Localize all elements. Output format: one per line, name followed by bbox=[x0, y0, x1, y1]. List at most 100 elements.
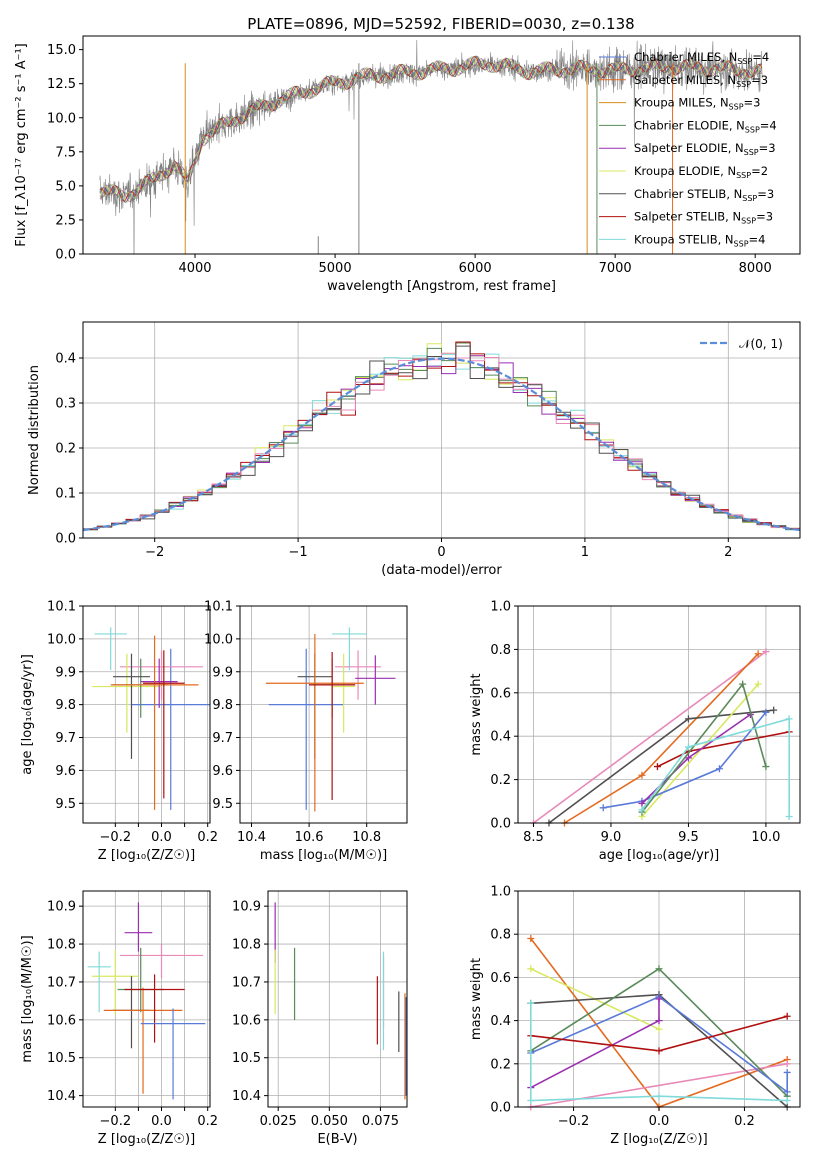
legend-subscript: SSP bbox=[741, 217, 756, 226]
series-marker bbox=[599, 804, 607, 812]
x-tick-label: 10.4 bbox=[237, 830, 266, 845]
series-line-8 bbox=[641, 717, 790, 817]
y-tick-label: 10.5 bbox=[232, 1051, 261, 1066]
y-tick-label: 9.6 bbox=[55, 764, 76, 779]
y-tick-label: 10.6 bbox=[232, 1013, 261, 1028]
x-tick-label: 0.2 bbox=[734, 1114, 755, 1129]
series-line-5 bbox=[530, 995, 788, 1094]
legend-suffix: =3 bbox=[759, 141, 776, 155]
y-tick-label: 10.8 bbox=[232, 938, 261, 953]
series-line-5 bbox=[603, 711, 767, 809]
series-line-8 bbox=[530, 1003, 788, 1102]
legend-subscript: SSP bbox=[734, 239, 749, 248]
x-tick-label: 7000 bbox=[599, 261, 632, 276]
figure-title: PLATE=0896, MJD=52592, FIBERID=0030, z=0… bbox=[247, 15, 634, 33]
y-tick-label: 10.0 bbox=[47, 111, 76, 126]
x-axis-label: mass [log₁₀(M/M☉)] bbox=[260, 848, 387, 863]
series-marker bbox=[655, 1047, 663, 1055]
legend-subscript: SSP bbox=[736, 171, 751, 180]
series-marker bbox=[638, 806, 646, 814]
y-tick-label: 12.5 bbox=[47, 77, 76, 92]
x-axis-label: (data-model)/error bbox=[381, 563, 502, 578]
x-axis-label: E(B-V) bbox=[317, 1132, 357, 1147]
errorbars bbox=[265, 627, 396, 812]
x-tick-label: −0.2 bbox=[100, 1114, 132, 1129]
x-tick-label: 0.2 bbox=[197, 1114, 218, 1129]
x-tick-label: 0.0 bbox=[151, 1114, 172, 1129]
x-tick-label: 0.075 bbox=[362, 1114, 399, 1129]
errorbars bbox=[92, 627, 210, 810]
axes-frame bbox=[267, 890, 408, 1108]
x-tick-label: −0.2 bbox=[100, 830, 132, 845]
y-tick-label: 0.1 bbox=[55, 487, 76, 502]
y-tick-label: 10.0 bbox=[47, 632, 76, 647]
legend-label: Kroupa MILES, NSSP=3 bbox=[634, 96, 760, 112]
errorbars bbox=[274, 902, 407, 1100]
legend-subscript: SSP bbox=[742, 194, 757, 203]
series-marker bbox=[684, 715, 692, 723]
y-tick-label: 0.4 bbox=[55, 352, 76, 367]
series-marker bbox=[754, 650, 762, 658]
y-tick-label: 9.6 bbox=[212, 764, 233, 779]
massweight-vs-Z-panel: −0.2 0.0 0.2 0.0 0.2 0.4 0.6 0.8 1.0 Z [log₁₀(Z/Z… bbox=[469, 885, 801, 1147]
axes-frame bbox=[82, 35, 801, 255]
x-tick-label: 6000 bbox=[459, 261, 492, 276]
series-marker bbox=[715, 765, 723, 773]
y-tick-label: 0.8 bbox=[490, 928, 511, 943]
y-tick-label: 9.5 bbox=[212, 797, 233, 812]
y-tick-label: 9.7 bbox=[55, 731, 76, 746]
series-marker bbox=[653, 763, 661, 771]
series-marker bbox=[638, 771, 646, 779]
y-tick-label: 10.1 bbox=[204, 600, 233, 615]
series-marker bbox=[770, 706, 778, 714]
y-tick-label: 1.0 bbox=[490, 885, 511, 900]
massweight-vs-age-panel: 8.5 9.0 9.5 10.0 0.0 0.2 0.4 0.6 0.8 1.0 age [log₁… bbox=[469, 600, 801, 863]
y-tick-label: 0.0 bbox=[490, 817, 511, 832]
axes-frame bbox=[517, 605, 801, 824]
legend-suffix: =4 bbox=[752, 50, 769, 64]
y-tick-label: 10.9 bbox=[47, 900, 76, 915]
spectrum-model-7 bbox=[99, 55, 763, 202]
x-tick-label: 0.050 bbox=[311, 1114, 348, 1129]
axes-frame bbox=[82, 890, 211, 1108]
series-marker bbox=[783, 1097, 791, 1105]
histogram-series bbox=[83, 341, 800, 533]
y-axis-label: Flux [f_λ10⁻¹⁷ erg cm⁻² s⁻¹ A⁻¹] bbox=[14, 43, 29, 247]
series-marker bbox=[762, 763, 770, 771]
y-tick-label: 0.0 bbox=[490, 1101, 511, 1116]
x-tick-label: 10.6 bbox=[295, 830, 324, 845]
x-tick-label: 5000 bbox=[319, 261, 352, 276]
legend-label: Kroupa ELODIE, NSSP=2 bbox=[634, 164, 768, 180]
x-tick-label: 0.025 bbox=[260, 1114, 297, 1129]
legend-label: Chabrier STELIB, NSSP=3 bbox=[634, 187, 774, 203]
y-tick-label: 0.2 bbox=[490, 773, 511, 788]
legend-suffix: =3 bbox=[744, 96, 761, 110]
y-tick-label: 0.4 bbox=[490, 730, 511, 745]
x-tick-label: −1 bbox=[289, 545, 308, 560]
y-tick-label: 2.5 bbox=[55, 213, 76, 228]
x-axis-label: age [log₁₀(age/yr)] bbox=[599, 848, 720, 863]
x-tick-label: −0.2 bbox=[558, 1114, 590, 1129]
y-tick-label: 10.8 bbox=[47, 938, 76, 953]
y-tick-label: 15.0 bbox=[47, 43, 76, 58]
y-tick-label: 10.4 bbox=[232, 1089, 261, 1104]
series-marker bbox=[655, 1092, 663, 1100]
series-marker bbox=[527, 965, 535, 973]
x-tick-label: 9.0 bbox=[601, 830, 622, 845]
y-axis-label: age [log₁₀(age/yr)] bbox=[20, 654, 35, 775]
legend-suffix: =3 bbox=[751, 73, 768, 87]
mass-vs-Z-panel: −0.2 0.0 0.2 10.4 10.5 10.6 10.7 10.8 10.9 Z [log… bbox=[20, 890, 218, 1147]
legend-label: Salpeter ELODIE, NSSP=3 bbox=[634, 141, 776, 157]
series-marker bbox=[684, 743, 692, 751]
y-axis-label: Normed distribution bbox=[27, 365, 42, 495]
series-marker bbox=[785, 812, 793, 820]
y-tick-label: 0.3 bbox=[55, 397, 76, 412]
x-axis-label: wavelength [Angstrom, rest frame] bbox=[327, 279, 556, 294]
series-marker bbox=[527, 1097, 535, 1105]
y-axis-label: mass weight bbox=[469, 673, 484, 755]
y-tick-label: 10.4 bbox=[47, 1089, 76, 1104]
y-tick-label: 9.8 bbox=[55, 698, 76, 713]
y-tick-label: 0.0 bbox=[55, 532, 76, 547]
y-tick-label: 0.0 bbox=[55, 248, 76, 263]
